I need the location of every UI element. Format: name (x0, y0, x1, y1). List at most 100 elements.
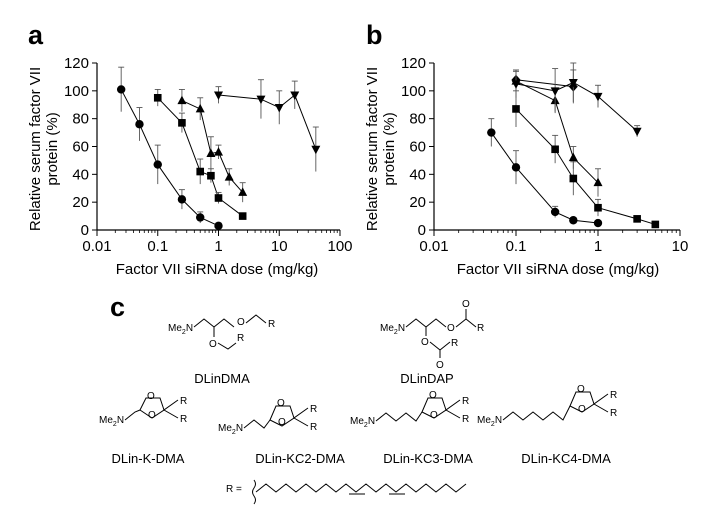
chart-a-series-square (153, 88, 247, 220)
kc3-r2: R (462, 414, 469, 425)
k-dma-r1: R (180, 396, 187, 407)
dlindma-r2: R (237, 333, 244, 344)
chart-b-series-line (515, 79, 574, 88)
chart-a-series-line (157, 97, 243, 217)
kc4-ring (569, 391, 595, 413)
structure-dlindma: Me2N O R O R DLinDMA (168, 314, 275, 386)
dlindap-me2n: Me2N (380, 323, 405, 336)
chart-b-y-tick-label: 100 (401, 83, 426, 100)
chart-b-series (487, 62, 660, 229)
chart-b-ylabel-line1: Relative serum factor VII (364, 67, 381, 231)
structure-dlin-kc4-dma: Me2N O O R R DLin-KC4-DMA (477, 384, 617, 466)
chart-b-series-triangle-down (511, 62, 642, 137)
chart-b-point-triangle-down (568, 78, 578, 88)
chart-b-point-square (651, 220, 660, 229)
chart-b-point-triangle-down (593, 92, 603, 102)
chart-b-point-square (512, 105, 520, 113)
chart-b-point-square (594, 203, 602, 212)
chart-a-x-tick-label: 100 (327, 238, 352, 255)
chart-b-x-tick-label: 0.01 (419, 238, 448, 255)
chart-a-ylabel-line1: Relative serum factor VII (27, 67, 44, 231)
chart-a-point-circle (214, 221, 223, 231)
r-attachment-wavy (252, 479, 256, 505)
dlindap-r2: R (451, 338, 458, 349)
dlindap-label: DLinDAP (400, 371, 453, 386)
chart-b-point-square (551, 145, 559, 154)
chart-a-x-tick-label: 0.1 (147, 238, 168, 255)
kc3-linker (375, 411, 423, 422)
dlindap-backbone (405, 318, 447, 328)
kc2-o1: O (277, 398, 285, 409)
chart-b: 0 20 40 60 80 100 120 0.01 0.1 1 10 Factor VII siR… (364, 55, 688, 278)
chart-a-series-circle (116, 66, 223, 231)
kc3-ring (421, 397, 447, 419)
chart-b-series-line (490, 132, 599, 224)
chart-b-point-circle (487, 128, 496, 137)
chart-b-point-square (633, 215, 641, 223)
chart-a-point-square (214, 194, 223, 202)
kc3-r1: R (462, 396, 469, 407)
chart-a-y-tick-label: 80 (72, 111, 89, 128)
kc4-me2n: Me2N (477, 415, 502, 428)
chart-a-point-square (207, 171, 215, 180)
chart-a-series (116, 66, 321, 231)
kc4-o1: O (577, 384, 585, 395)
chart-a-point-triangle-up (214, 147, 223, 156)
structure-dlindap: Me2N O O R O O R DLinDAP (380, 299, 484, 386)
chart-b-y-tick-label: 60 (409, 139, 426, 156)
chart-a-y-tick-label: 0 (81, 222, 89, 239)
chart-a-point-triangle-up (195, 103, 205, 113)
k-dma-r-bonds (163, 399, 179, 419)
dlindap-o2: O (421, 337, 429, 348)
chart-a-point-triangle-down (311, 145, 321, 155)
kc3-label: DLin-KC3-DMA (383, 451, 473, 466)
kc4-r2: R (610, 408, 617, 419)
chart-b-point-triangle-up (593, 177, 603, 187)
panel-letter-c: c (110, 292, 125, 322)
dlindma-o2: O (209, 339, 217, 350)
dlindma-chain1 (245, 314, 267, 324)
dlindap-o1b: O (462, 299, 470, 310)
kc2-ring (269, 405, 295, 427)
chart-b-axes: 0 20 40 60 80 100 120 0.01 0.1 1 10 (401, 55, 688, 255)
r-linoleyl-chain (255, 483, 467, 493)
kc3-r-bonds (445, 399, 461, 419)
kc2-r-bonds (293, 407, 309, 427)
chart-a-y-tick-label: 40 (72, 166, 89, 183)
k-dma-o1: O (147, 391, 155, 402)
chart-a-point-square (153, 93, 162, 102)
kc2-me2n: Me2N (218, 423, 243, 436)
chart-b-point-circle (593, 218, 603, 228)
r-group-definition: R = (226, 479, 467, 505)
dlindma-backbone (193, 318, 235, 328)
chart-b-point-triangle-down (550, 87, 560, 96)
chart-b-point-circle (550, 207, 560, 217)
chart-b-point-circle (569, 216, 578, 225)
chart-a-xlabel: Factor VII siRNA dose (mg/kg) (116, 261, 319, 278)
k-dma-o2: O (148, 410, 156, 421)
chart-a-point-triangle-down (290, 91, 300, 101)
structure-dlin-k-dma: Me2N O O R R DLin-K-DMA (99, 391, 187, 466)
chart-b-x-tick-label: 10 (672, 238, 689, 255)
kc4-o2: O (578, 404, 586, 415)
chart-a-point-circle (196, 213, 205, 222)
kc2-r1: R (310, 404, 317, 415)
chart-a-series-line (218, 94, 317, 150)
r-equals-label: R = (226, 484, 242, 495)
chart-a-axes: 0 20 40 60 80 100 120 0.01 0.1 1 10 100 (64, 55, 353, 255)
chart-a-point-triangle-down (274, 104, 284, 113)
chart-a-x-tick-label: 0.01 (82, 238, 111, 255)
chart-a-point-triangle-up (177, 95, 187, 105)
kc4-linker (502, 405, 571, 421)
chart-b-point-triangle-up (568, 152, 578, 162)
chart-b-point-triangle-down (511, 80, 521, 89)
dlindap-o2b: O (436, 360, 444, 371)
kc2-o2: O (278, 417, 286, 428)
dlindma-me2n: Me2N (168, 323, 193, 336)
k-dma-r2: R (180, 414, 187, 425)
chart-a-series-triangle-down (214, 79, 321, 172)
dlindma-label: DLinDMA (194, 371, 250, 386)
chart-b-series-square (512, 90, 660, 229)
chart-a-series-triangle-up (177, 88, 248, 203)
chart-b-x-tick-label: 0.1 (506, 238, 527, 255)
